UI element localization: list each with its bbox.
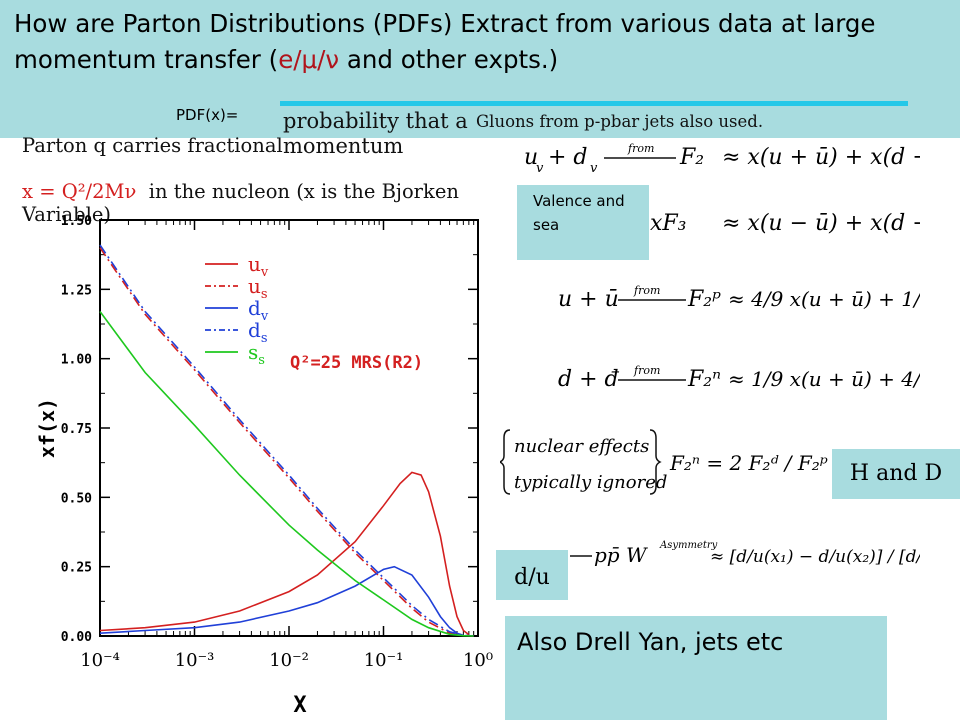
- x-tick-label: 10⁻¹: [364, 650, 404, 671]
- variable-label: Variable): [22, 203, 111, 226]
- y-tick-label: 1.50: [61, 214, 92, 229]
- formula-1-from: from: [627, 142, 654, 155]
- title-part1: How are Parton Distributions (PDFs) Extr…: [14, 9, 876, 74]
- formula-1-sub2: v: [590, 161, 598, 176]
- formula-4-from: from: [633, 364, 660, 377]
- formula-3-from: from: [633, 284, 660, 297]
- gluons-note: Gluons from p-pbar jets also used.: [476, 112, 764, 131]
- parton-definition: Parton q carries fractional: [22, 134, 283, 157]
- plot-area: 10⁻⁴ 10⁻³ 10⁻² 10⁻¹ 10⁰ 0.00 0.25 0.50 0.75 1.00 1…: [35, 214, 493, 718]
- h-and-d-tag: H and D: [832, 449, 960, 499]
- formula-1-sub: v: [536, 161, 544, 176]
- formula-2-rhs: ≈ x(u − ū) + x(d − đ): [722, 211, 920, 236]
- slide-title: How are Parton Distributions (PDFs) Extr…: [14, 6, 944, 78]
- y-tick-label: 1.25: [61, 283, 92, 298]
- pdf-chart: 10⁻⁴ 10⁻³ 10⁻² 10⁻¹ 10⁰ 0.00 0.25 0.50 0.75 1.00 1…: [35, 214, 493, 718]
- title-accent: e/μ/ν: [278, 45, 340, 74]
- formula-6-text: pp̄ W: [594, 543, 648, 567]
- bjorken-definition: x = Q²/2Mν in the nucleon (x is the Bjor…: [22, 180, 459, 226]
- x-tick-label: 10⁻²: [269, 650, 309, 671]
- x-tick-label: 10⁻³: [175, 650, 215, 671]
- series-line-d-v: [99, 565, 464, 637]
- also-drell-yan-tag: Also Drell Yan, jets etc: [505, 616, 887, 720]
- chart-annotation: Q²=25 MRS(R2): [290, 353, 423, 373]
- parton-line-1: Parton q carries fractional: [22, 134, 283, 157]
- formula-1-rhs: ≈ x(u + ū) + x(d + đ): [722, 145, 920, 170]
- d-over-u-tag: d/u: [496, 550, 568, 600]
- formula-3-f2: F₂ᵖ: [687, 287, 721, 312]
- series-line-u-s: [99, 247, 474, 637]
- formula-1-f2: F₂: [679, 145, 704, 170]
- y-axis-label: xf(x): [35, 398, 59, 458]
- accent-bar: [280, 101, 908, 106]
- plot-frame: [99, 219, 479, 637]
- title-banner: [0, 0, 960, 138]
- x-tick-label: 10⁰: [463, 650, 493, 671]
- x-axis-label: X: [293, 693, 306, 718]
- formula-5-line2: typically ignored: [514, 472, 667, 493]
- formula-3-rhs: ≈ 4/9 x(u + ū) + 1/9 x(d + đ): [728, 287, 920, 311]
- formula-6-rhs: ≈ [d/u(x₁) − d/u(x₂)] / [d/u(x₁) + d/u(x…: [710, 547, 920, 567]
- formula-1-plus: + d: [548, 145, 588, 170]
- valence-sea-tag: Valence and sea: [517, 185, 649, 260]
- series-line-s-s: [99, 311, 474, 637]
- pdf-definition: probability that a momentum: [283, 109, 468, 159]
- y-tick-label: 1.00: [61, 353, 92, 368]
- y-tick-label: 0.75: [61, 422, 92, 437]
- formula-panel: u v + d v from F₂ ≈ x(u + ū) + x(d + đ) …: [500, 142, 920, 567]
- definition-line-1: probability that a: [283, 109, 468, 133]
- definition-line-2: momentum: [283, 134, 404, 158]
- right-brace: [649, 429, 662, 495]
- formula-5-line1: nuclear effects: [514, 436, 649, 457]
- bjorken-formula: x = Q²/2Mν: [22, 180, 137, 203]
- x-tick-label: 10⁻⁴: [80, 650, 120, 671]
- formula-6-asym: Asymmetry: [659, 540, 718, 551]
- formula-1-lhs: u: [524, 145, 538, 170]
- y-tick-label: 0.00: [61, 630, 92, 645]
- formula-4-rhs: ≈ 1/9 x(u + ū) + 4/9 x(d + đ): [728, 367, 920, 391]
- parton-line-2: in the nucleon (x is the Bjorken: [148, 180, 459, 203]
- formula-4-f2: F₂ⁿ: [687, 367, 721, 392]
- formula-4-lhs: d + đ: [558, 367, 620, 392]
- left-brace: [500, 429, 511, 495]
- pdf-label: PDF(x)=: [176, 106, 239, 124]
- y-tick-label: 0.50: [61, 491, 92, 506]
- y-tick-label: 0.25: [61, 561, 92, 576]
- formula-2-lhs: xF₃: [650, 211, 687, 236]
- series-line-u-v: [99, 471, 470, 636]
- series-line-d-s: [99, 244, 474, 637]
- formula-3-lhs: u + ū: [558, 287, 619, 312]
- title-part2: and other expts.): [339, 45, 559, 74]
